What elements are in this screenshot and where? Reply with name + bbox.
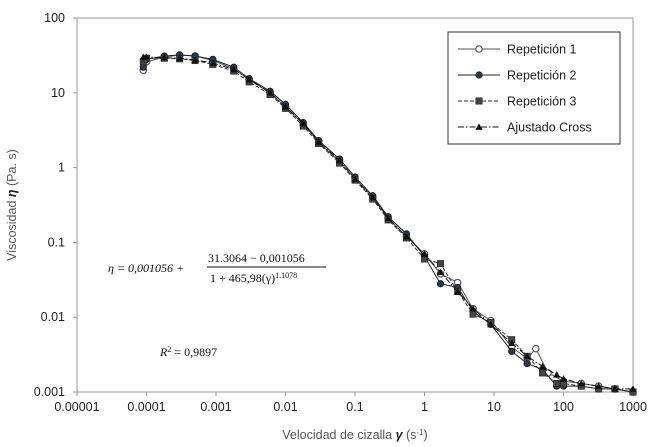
r-squared: R2 = 0,9897 <box>159 345 217 360</box>
legend-marker <box>475 71 483 79</box>
x-axis-symbol: γ <box>396 428 404 442</box>
data-point <box>577 379 585 387</box>
data-point <box>245 76 253 83</box>
data-point <box>266 89 274 96</box>
data-point <box>553 371 561 378</box>
data-point <box>508 347 516 355</box>
legend-entry: Ajustado Cross <box>458 121 592 135</box>
data-point <box>436 280 445 288</box>
x-tick-label: 0.01 <box>273 400 297 414</box>
data-point <box>523 352 531 360</box>
x-axis-ticks: 0.00001 0.0001 0.001 0.01 0.1 1 10 100 1000 <box>54 392 647 414</box>
legend-marker <box>475 97 483 105</box>
cross-equation: η = 0,001056 + 31.3064 − 0,001056 1 + 46… <box>108 251 326 285</box>
data-point <box>191 56 199 63</box>
data-point <box>553 379 561 387</box>
data-point <box>351 175 359 183</box>
equation-denominator: 1 + 465,98(γ)1.1078 <box>210 271 297 286</box>
x-tick-label: 0.1 <box>346 400 363 414</box>
x-axis-label: Velocidad de cizalla γ (s-1) <box>282 428 427 443</box>
r-squared-value: = 0,9897 <box>171 345 217 359</box>
data-point <box>508 339 516 347</box>
data-point <box>629 385 637 392</box>
legend-entry: Repetición 3 <box>458 95 577 109</box>
x-tick-label: 0.0001 <box>127 400 165 414</box>
x-tick-label: 10 <box>487 400 501 414</box>
data-point <box>384 214 392 222</box>
data-point <box>160 54 168 61</box>
data-point <box>469 310 477 318</box>
series-4 <box>139 53 637 392</box>
data-point <box>142 53 151 60</box>
y-axis-label: Viscosidad η (Pa. s) <box>5 149 19 261</box>
data-point <box>559 375 568 382</box>
y-axis-unit: (Pa. s) <box>5 149 19 189</box>
y-tick-label: 0.1 <box>48 235 65 249</box>
legend-marker <box>475 123 483 130</box>
x-tick-label: 100 <box>553 400 574 414</box>
data-point <box>281 103 290 110</box>
legend-entry: Repetición 2 <box>458 69 577 83</box>
legend-label: Repetición 3 <box>507 95 577 109</box>
x-axis-unit-sup: -1 <box>416 428 424 437</box>
data-point <box>230 65 238 73</box>
equation-numerator: 31.3064 − 0,001056 <box>208 251 305 265</box>
x-tick-label: 0.00001 <box>54 400 99 414</box>
x-axis-label-text: Velocidad de cizalla <box>282 428 395 442</box>
x-tick-label: 1000 <box>619 400 647 414</box>
legend-label: Repetición 2 <box>507 69 577 83</box>
data-point <box>299 119 307 127</box>
data-point <box>420 250 429 257</box>
legend-marker <box>475 45 483 53</box>
y-tick-label: 100 <box>44 11 65 25</box>
legend-entry: Repetición 1 <box>458 43 577 57</box>
data-point <box>335 156 344 164</box>
y-tick-label: 0.001 <box>34 385 65 399</box>
x-tick-label: 1 <box>421 400 428 414</box>
y-axis-ticks: 0.001 0.01 0.1 1 10 100 <box>34 11 77 399</box>
equation-denominator-exp: 1.1078 <box>275 271 297 280</box>
y-tick-label: 1 <box>58 161 65 175</box>
equation-denominator-main: 1 + 465,98(γ) <box>210 271 275 285</box>
legend: Repetición 1 Repetición 2 Repetición 3 Ajus… <box>447 31 621 145</box>
series-layer <box>139 51 637 396</box>
x-tick-label: 0.001 <box>200 400 231 414</box>
x-axis-unit-close: ) <box>424 428 428 442</box>
r-squared-exp: 2 <box>167 345 171 354</box>
legend-label: Ajustado Cross <box>507 121 592 135</box>
data-point <box>595 382 603 389</box>
data-point <box>315 138 323 145</box>
data-point <box>369 193 377 201</box>
y-tick-label: 0.01 <box>41 310 65 324</box>
x-axis-unit-open: (s <box>403 428 417 442</box>
data-point <box>402 232 411 240</box>
data-point <box>436 268 445 276</box>
data-point <box>539 369 547 377</box>
data-point <box>437 260 445 268</box>
data-point <box>487 320 495 328</box>
data-point <box>209 59 217 66</box>
r-squared-label: R <box>159 345 168 359</box>
data-point <box>611 385 619 392</box>
legend-entries: Repetición 1 Repetición 2 Repetición 3 Ajus… <box>458 43 592 135</box>
y-tick-label: 10 <box>51 86 65 100</box>
data-point <box>532 344 540 353</box>
legend-label: Repetición 1 <box>507 43 577 57</box>
equation-lhs: η = 0,001056 + <box>108 261 184 275</box>
data-point <box>469 305 477 312</box>
data-point <box>523 359 531 368</box>
y-axis-symbol: η <box>5 189 19 197</box>
y-axis-label-text: Viscosidad <box>5 197 19 261</box>
data-point <box>538 362 547 370</box>
data-point <box>454 287 462 295</box>
data-point <box>176 54 184 62</box>
